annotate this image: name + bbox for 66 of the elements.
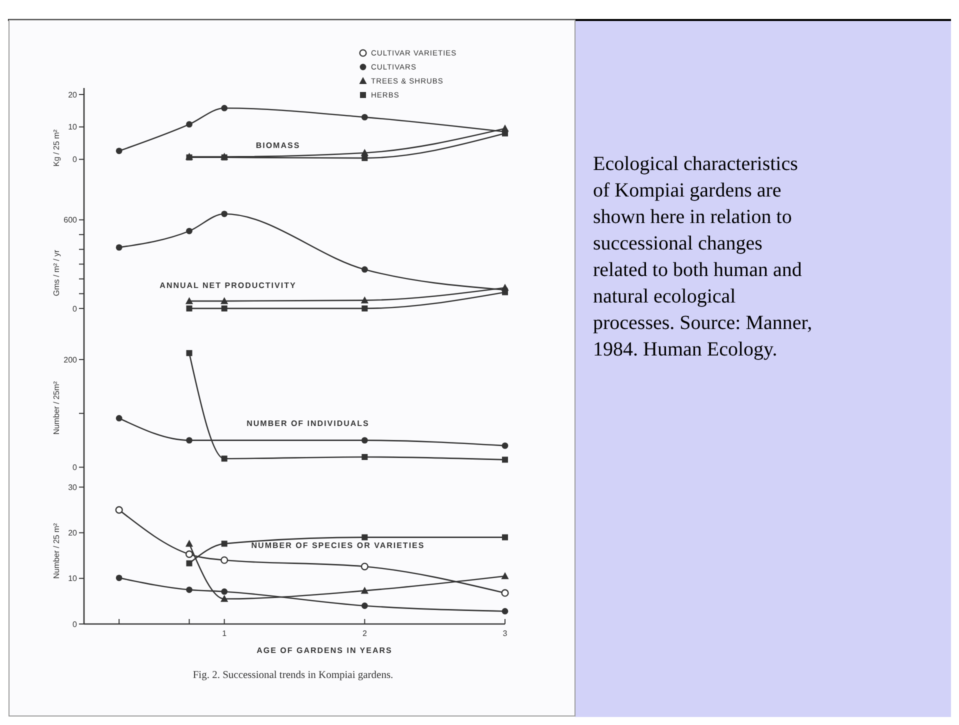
- point: [116, 574, 122, 582]
- text: ANNUAL NET PRODUCTIVITY: [160, 281, 296, 290]
- point: [360, 296, 368, 304]
- point: [185, 540, 194, 547]
- y-tick-label: 10: [68, 122, 78, 132]
- point: [362, 155, 368, 162]
- point: [186, 121, 192, 128]
- point: [502, 608, 508, 614]
- point: [502, 456, 508, 463]
- point: [220, 556, 228, 564]
- text: BIOMASS: [256, 141, 300, 150]
- point: [186, 350, 192, 356]
- text: NUMBER OF SPECIES OR VARIETIES: [251, 541, 425, 550]
- point: [361, 437, 368, 444]
- x-tick-label: 3: [502, 629, 508, 638]
- y-tick-label: 20: [68, 528, 78, 538]
- text: NUMBER OF INDIVIDUALS: [246, 419, 370, 428]
- point: [221, 540, 228, 547]
- point: [501, 572, 509, 580]
- point: [186, 437, 192, 444]
- text: Ecological characteristics of Kompiai gardens are shown here in relation to successional changes related to both human and natural ecological processes. Source: Manner, 1984. Human Ecology.: [593, 153, 812, 360]
- y-tick-label: 20: [68, 90, 78, 100]
- caption: Fig. 2. Successional trends in Kompiai gardens.: [192, 670, 394, 681]
- y-axis-title: Kg / 25 m²: [52, 129, 61, 166]
- point: [186, 305, 192, 312]
- point: [502, 534, 508, 540]
- point: [115, 506, 123, 514]
- point: [361, 114, 368, 120]
- y-tick-label: 0: [72, 463, 78, 472]
- y-tick-label: 200: [64, 355, 78, 364]
- point: [185, 550, 194, 558]
- y-tick-label: 10: [68, 574, 78, 584]
- x-tick-label: 2: [362, 629, 368, 638]
- point: [116, 415, 122, 422]
- y-tick-label: 0: [72, 304, 78, 314]
- point: [221, 456, 228, 462]
- point: [220, 594, 228, 602]
- y-axis-title: Gms / m² / yr: [52, 250, 61, 296]
- point: [186, 560, 192, 566]
- point: [221, 588, 228, 595]
- x-axis-title: AGE OF GARDENS IN YEARS: [256, 646, 392, 655]
- point: [362, 534, 368, 540]
- point: [362, 454, 368, 460]
- point: [221, 305, 228, 312]
- y-tick-label: 30: [68, 482, 78, 492]
- point: [220, 297, 228, 304]
- point: [501, 589, 509, 597]
- point: [360, 586, 368, 594]
- point: [116, 148, 122, 154]
- point: [221, 210, 228, 218]
- y-tick-label: 0: [72, 620, 78, 629]
- y-axis-title: Number / 25 m²: [52, 522, 61, 579]
- y-tick-label: 0: [72, 155, 78, 164]
- y-tick-label: 600: [64, 216, 78, 225]
- y-axis-title: Number / 25m²: [52, 380, 61, 435]
- point: [221, 104, 228, 112]
- point: [362, 305, 368, 312]
- point: [186, 228, 192, 234]
- point: [502, 442, 508, 449]
- point: [361, 602, 368, 609]
- x-tick-label: 1: [222, 629, 228, 638]
- point: [116, 244, 122, 251]
- point: [185, 297, 194, 304]
- point: [360, 562, 368, 570]
- point: [361, 266, 368, 273]
- point: [186, 586, 192, 593]
